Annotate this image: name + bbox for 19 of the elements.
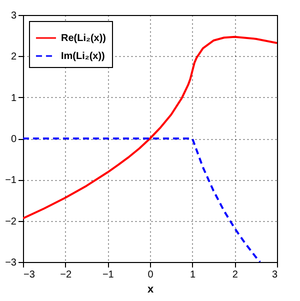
x-tick-label: −2 [60, 270, 72, 280]
x-tick-label: 0 [148, 270, 154, 280]
x-tick-label: 3 [272, 270, 278, 280]
y-tick-label: 0 [10, 134, 17, 145]
x-axis-title: x [147, 284, 154, 296]
y-tick-label: 1 [10, 92, 17, 104]
y-tick-label: −3 [5, 258, 17, 268]
x-tick-label: 2 [232, 270, 238, 280]
y-tick-label: 2 [10, 52, 17, 63]
legend-label: Im(Li₂(x)) [61, 51, 105, 62]
y-tick-label: −2 [5, 216, 17, 228]
line-series [23, 138, 262, 262]
x-tick-label: 1 [190, 270, 196, 280]
x-tick-label: −3 [24, 270, 36, 280]
legend-label: Re(Li₂(x)) [61, 33, 106, 44]
y-tick-label: −1 [5, 175, 17, 186]
y-tick-label: 3 [10, 10, 17, 22]
line-series [23, 36, 277, 220]
x-tick-label: −1 [102, 270, 114, 280]
